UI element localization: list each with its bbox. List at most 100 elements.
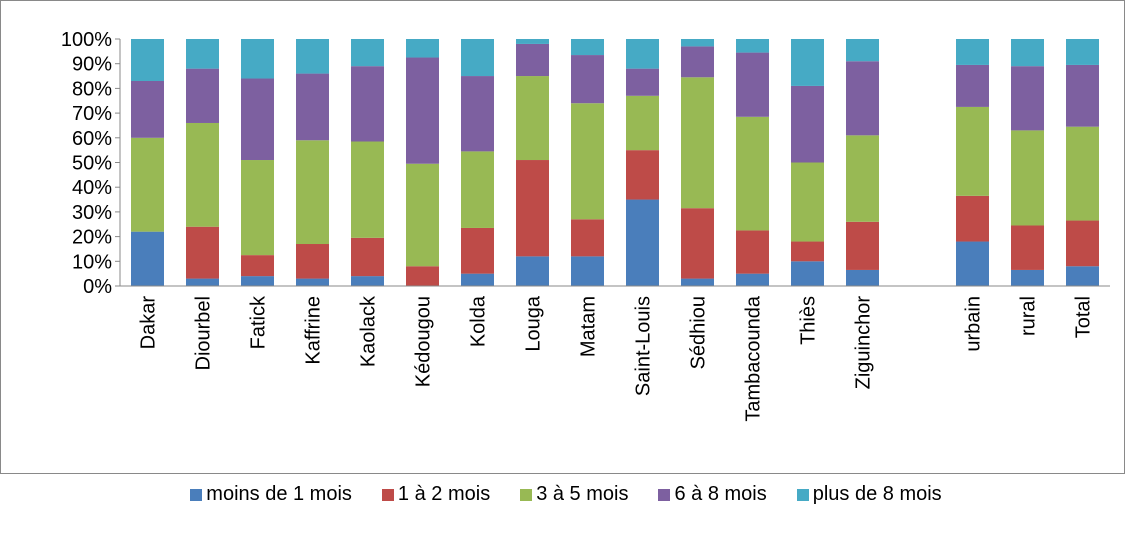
bar-segment (296, 39, 329, 74)
bar-segment (1011, 39, 1044, 67)
bar-segment (846, 135, 879, 222)
bar-segment (846, 61, 879, 136)
bar-segment (241, 160, 274, 256)
bar-segment (461, 76, 494, 152)
bar-segment (186, 122, 219, 227)
x-tick-label: Matam (578, 296, 600, 357)
x-tick-label: Diourbel (193, 296, 215, 370)
x-tick-label: Sédhiou (688, 296, 710, 369)
bar-segment (461, 227, 494, 274)
bar-segment (351, 66, 384, 142)
bar-segment (131, 39, 164, 81)
bar-segment (681, 278, 714, 286)
bar-segment (626, 150, 659, 200)
legend-label-0: moins de 1 mois (206, 483, 352, 505)
bar-segment (1011, 225, 1044, 270)
bar-segment (736, 230, 769, 274)
bar-segment (461, 39, 494, 77)
legend-label-4: plus de 8 mois (812, 483, 942, 505)
x-tick-label: Kaffrine (303, 296, 325, 365)
legend-item-2: 3 à 5 mois (520, 483, 628, 506)
bar-segment (956, 241, 989, 286)
bar-segment (571, 55, 604, 104)
legend-item-0: moins de 1 mois (190, 483, 352, 506)
chart-border (0, 0, 1125, 474)
bar-segment (186, 278, 219, 286)
x-tick-label: Ziguinchor (853, 296, 875, 390)
bar-segment (1066, 266, 1099, 286)
bar-segment (351, 276, 384, 286)
y-tick-label: 70% (72, 103, 112, 125)
legend-label-1: 1 à 2 mois (397, 483, 491, 505)
y-tick-label: 40% (72, 177, 112, 199)
x-tick-label: rural (1018, 296, 1040, 336)
bar-segment (736, 39, 769, 53)
bar-segment (1066, 64, 1099, 127)
bar-segment (1011, 130, 1044, 226)
bar-segment (681, 39, 714, 47)
x-tick-label: Kaolack (358, 295, 380, 367)
legend-item-3: 6 à 8 mois (658, 483, 767, 506)
legend-swatch-1 (381, 488, 394, 501)
x-tick-label: Louga (523, 295, 545, 351)
bar-segment (461, 273, 494, 286)
x-tick-label: Tambacounda (743, 295, 765, 422)
bar-segment (241, 255, 274, 277)
bar-segment (681, 208, 714, 279)
bar-segment (626, 68, 659, 96)
bar-segment (1011, 66, 1044, 131)
x-tick-label: Saint-Louis (633, 296, 655, 396)
bar-segment (241, 78, 274, 161)
bars (131, 39, 1099, 286)
bar-segment (351, 237, 384, 277)
bar-segment (626, 39, 659, 69)
legend-label-2: 3 à 5 mois (536, 483, 629, 505)
bar-segment (296, 73, 329, 141)
legend: moins de 1 mois 1 à 2 mois 3 à 5 mois 6 … (0, 483, 1132, 506)
bar-segment (351, 141, 384, 238)
legend-swatch-3 (658, 488, 671, 501)
bar-segment (571, 39, 604, 56)
bar-segment (571, 103, 604, 220)
bar-segment (846, 221, 879, 270)
bar-segment (846, 39, 879, 62)
bar-segment (516, 43, 549, 77)
bar-segment (681, 77, 714, 209)
bar-segment (791, 85, 824, 163)
bar-segment (406, 57, 439, 164)
bar-segment (186, 39, 219, 69)
legend-swatch-0 (190, 488, 203, 501)
bar-segment (736, 116, 769, 231)
bar-segment (791, 241, 824, 262)
bar-segment (406, 163, 439, 267)
bar-segment (516, 39, 549, 44)
bar-segment (1066, 220, 1099, 267)
y-tick-label: 30% (72, 202, 112, 224)
bar-segment (516, 256, 549, 286)
x-tick-label: Total (1073, 296, 1095, 338)
bar-segment (956, 39, 989, 65)
x-tick-label: Fatick (248, 295, 270, 349)
bar-segment (351, 39, 384, 67)
bar-segment (1066, 39, 1099, 65)
bar-segment (571, 256, 604, 286)
bar-segment (791, 39, 824, 86)
bar-segment (241, 276, 274, 286)
bar-segment (516, 160, 549, 257)
bar-segment (131, 80, 164, 138)
legend-swatch-4 (796, 488, 809, 501)
legend-label-3: 6 à 8 mois (674, 483, 767, 505)
bar-segment (131, 231, 164, 286)
bar-segment (296, 278, 329, 286)
legend-item-1: 1 à 2 mois (381, 483, 491, 506)
y-tick-label: 100% (61, 29, 112, 51)
bar-segment (406, 39, 439, 58)
bar-segment (791, 261, 824, 286)
bar-segment (736, 273, 769, 286)
bar-segment (241, 39, 274, 79)
y-tick-label: 0% (83, 276, 112, 298)
bar-segment (406, 266, 439, 286)
bar-segment (461, 151, 494, 228)
